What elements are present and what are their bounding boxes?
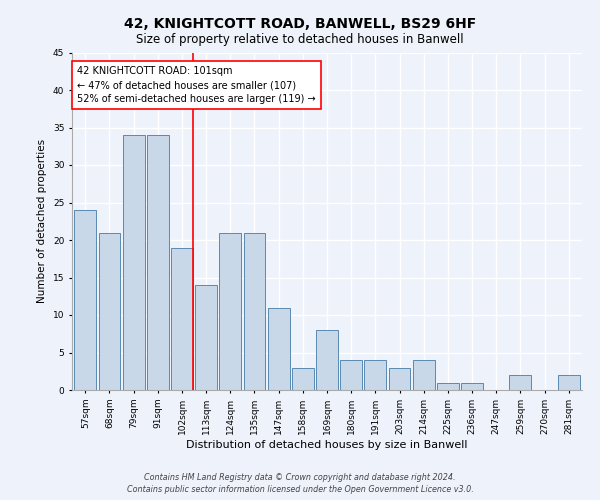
Y-axis label: Number of detached properties: Number of detached properties	[37, 139, 47, 304]
Text: 42, KNIGHTCOTT ROAD, BANWELL, BS29 6HF: 42, KNIGHTCOTT ROAD, BANWELL, BS29 6HF	[124, 18, 476, 32]
Bar	[437, 382, 459, 390]
Bar	[316, 330, 338, 390]
Bar	[364, 360, 386, 390]
Bar	[171, 248, 193, 390]
Bar	[147, 135, 169, 390]
Bar	[558, 375, 580, 390]
Bar	[292, 368, 314, 390]
X-axis label: Distribution of detached houses by size in Banwell: Distribution of detached houses by size …	[186, 440, 468, 450]
Bar	[509, 375, 531, 390]
Bar	[340, 360, 362, 390]
Bar	[461, 382, 483, 390]
Bar	[74, 210, 96, 390]
Text: Contains HM Land Registry data © Crown copyright and database right 2024.
Contai: Contains HM Land Registry data © Crown c…	[127, 472, 473, 494]
Text: Size of property relative to detached houses in Banwell: Size of property relative to detached ho…	[136, 32, 464, 46]
Bar	[244, 232, 265, 390]
Bar	[98, 232, 121, 390]
Bar	[268, 308, 290, 390]
Bar	[220, 232, 241, 390]
Text: 42 KNIGHTCOTT ROAD: 101sqm
← 47% of detached houses are smaller (107)
52% of sem: 42 KNIGHTCOTT ROAD: 101sqm ← 47% of deta…	[77, 66, 316, 104]
Bar	[123, 135, 145, 390]
Bar	[195, 285, 217, 390]
Bar	[413, 360, 434, 390]
Bar	[389, 368, 410, 390]
